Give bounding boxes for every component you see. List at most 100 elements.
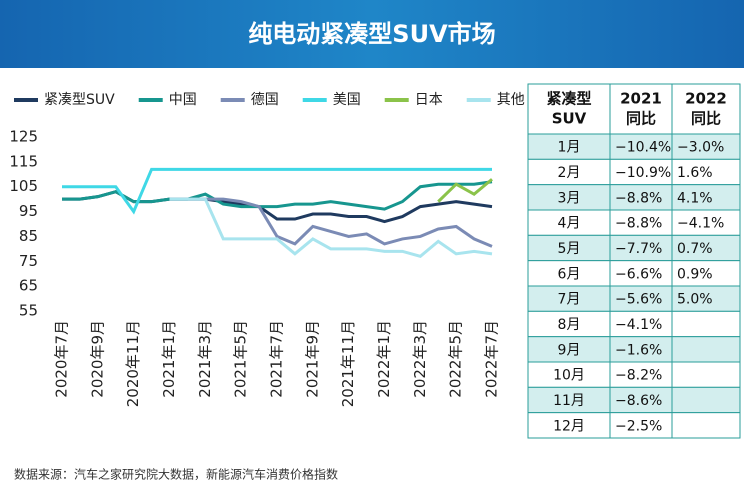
legend-label: 日本: [415, 92, 443, 108]
title-bar: [0, 0, 744, 68]
x-tick-label: 2021年11月: [339, 320, 357, 407]
table-cell-text: 5.0%: [677, 292, 713, 308]
y-tick-label: 125: [9, 128, 38, 146]
series-line: [62, 180, 493, 211]
table-header-cell: [609, 83, 673, 135]
table-cell-text: 0.9%: [677, 266, 713, 282]
table-cell-text: −8.8%: [615, 216, 662, 232]
table-cell-text: 2月: [558, 165, 581, 181]
table-cell-text: 7月: [558, 292, 581, 308]
table-cell-text: −8.6%: [615, 393, 662, 409]
legend-label: 美国: [333, 92, 361, 108]
y-tick-label: 75: [19, 252, 38, 270]
x-tick-label: 2020年7月: [53, 320, 71, 398]
table-cell: [527, 184, 611, 211]
table-cell-text: 4.1%: [677, 190, 713, 206]
table-cell-text: −7.7%: [615, 241, 662, 257]
table-header-text: SUV: [552, 110, 587, 128]
table-cell: [609, 310, 673, 338]
table-cell-text: −2.5%: [615, 418, 662, 434]
x-tick-label: 2021年3月: [196, 320, 214, 398]
y-tick-label: 85: [19, 227, 38, 245]
table-cell-text: −6.6%: [615, 266, 662, 282]
y-tick-label: 95: [19, 202, 38, 220]
x-tick-label: 2021年9月: [303, 320, 321, 398]
y-tick-label: 115: [9, 152, 38, 170]
y-tick-label: 55: [19, 302, 38, 320]
table-cell: [671, 336, 741, 363]
table-cell: [527, 310, 611, 338]
table-cell-text: −5.6%: [615, 292, 662, 308]
y-tick-label: 105: [9, 177, 38, 195]
table-cell-text: 9月: [558, 342, 581, 358]
x-tick-label: 2021年7月: [268, 320, 286, 398]
table-cell: [609, 234, 673, 262]
table-header-text: 同比: [626, 110, 656, 128]
table-cell-text: 4月: [558, 216, 581, 232]
table-cell-text: −4.1%: [677, 216, 724, 232]
series-line: [169, 197, 493, 248]
table-cell: [527, 336, 611, 363]
table-cell: [671, 209, 741, 236]
series-line: [437, 178, 493, 203]
legend-label: 紧凑型SUV: [44, 91, 115, 108]
table-cell-text: 10月: [553, 368, 585, 384]
table-cell-text: 5月: [558, 241, 581, 257]
table-cell-text: −8.2%: [615, 368, 662, 384]
table-cell-text: 1月: [558, 140, 581, 156]
table-header-text: 同比: [691, 110, 721, 128]
table-cell-text: −10.4%: [615, 140, 671, 156]
x-tick-label: 2021年1月: [160, 320, 178, 398]
table-cell-text: 1.6%: [677, 165, 713, 181]
table-header-cell: [671, 83, 741, 135]
table-cell: [609, 158, 673, 186]
legend-label: 中国: [169, 92, 197, 108]
table-cell: [527, 133, 611, 160]
source: 数据来源：汽车之家研究院大数据，新能源汽车消费价格指数: [14, 467, 338, 482]
table-cell: [671, 285, 741, 312]
table-cell-text: 11月: [553, 393, 585, 409]
series-line: [62, 167, 492, 215]
table-cell: [671, 133, 741, 160]
table-cell: [671, 184, 741, 211]
legend-label: 德国: [251, 92, 279, 108]
x-tick-label: 2021年5月: [232, 320, 250, 398]
table-cell-text: −4.1%: [615, 317, 662, 333]
table-cell-text: 8月: [558, 317, 581, 333]
table-cell-text: −3.0%: [677, 140, 724, 156]
table-cell: [527, 386, 611, 414]
y-tick-label: 65: [19, 277, 38, 295]
x-tick-label: 2022年1月: [375, 320, 393, 398]
table-header-text: 2021: [620, 90, 662, 108]
table-cell-text: −1.6%: [615, 342, 662, 358]
table-cell: [671, 310, 741, 338]
x-tick-label: 2022年5月: [447, 320, 465, 398]
table-header-text: 紧凑型: [546, 90, 591, 108]
table-header-text: 2022: [685, 90, 727, 108]
table-cell: [671, 386, 741, 414]
table-cell: [527, 285, 611, 312]
table-cell: [609, 285, 673, 312]
table-cell: [527, 234, 611, 262]
table-cell-text: 0.7%: [677, 241, 713, 257]
table-cell-text: −10.9%: [615, 165, 671, 181]
table-cell: [671, 412, 741, 439]
x-tick-label: 2020年11月: [124, 320, 142, 407]
x-tick-label: 2022年3月: [411, 320, 429, 398]
legend-label: 其他: [497, 92, 525, 108]
table-cell: [671, 361, 741, 388]
table-cell-text: 12月: [553, 418, 585, 434]
table-cell: [527, 209, 611, 236]
table-cell-text: −8.8%: [615, 190, 662, 206]
chart-title: 纯电动紧凑型SUV市场: [248, 20, 495, 48]
table-cell-text: 3月: [558, 190, 581, 206]
table-cell: [671, 234, 741, 262]
table-header-cell: [527, 83, 611, 135]
series-line: [169, 197, 493, 258]
table-cell: [671, 158, 741, 186]
x-tick-label: 2022年7月: [483, 320, 501, 398]
table-cell: [527, 260, 611, 287]
table-cell-text: 6月: [558, 266, 581, 282]
x-tick-label: 2020年9月: [88, 320, 106, 398]
